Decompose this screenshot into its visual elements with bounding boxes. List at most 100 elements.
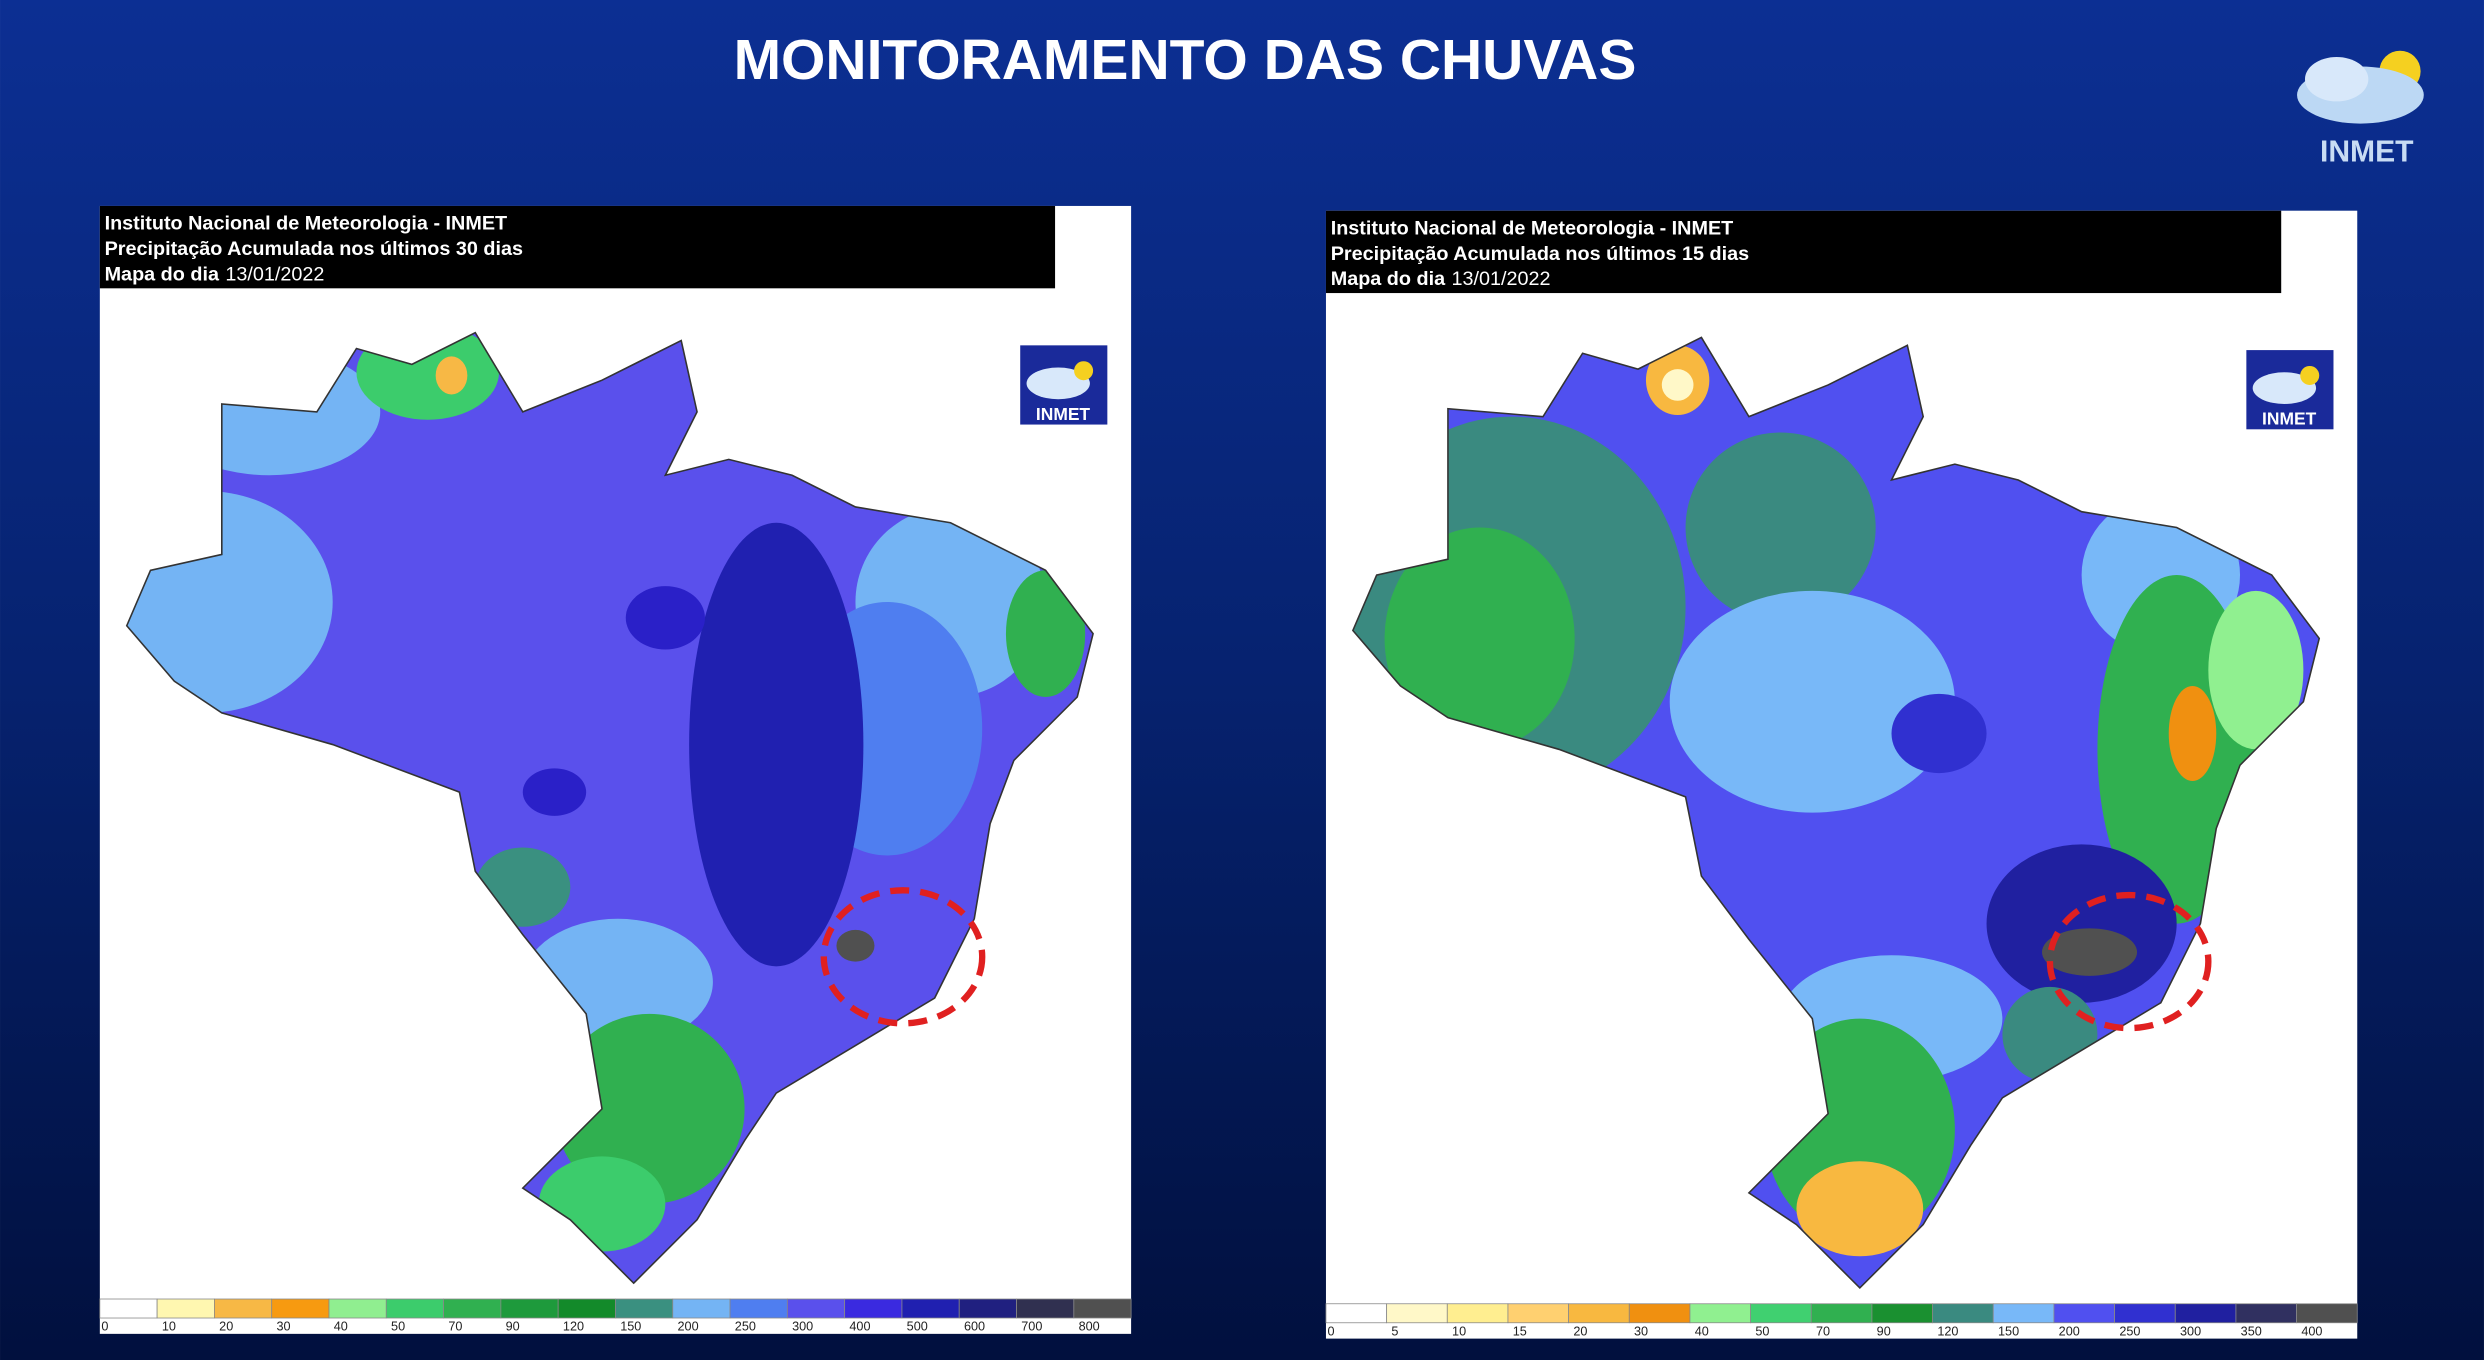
rain-zone: [2042, 928, 2138, 976]
legend-box: [2053, 1303, 2115, 1324]
date-label: Mapa do dia: [1331, 268, 1446, 290]
map-panel: Instituto Nacional de Meteorologia - INM…: [99, 205, 1132, 1334]
rain-zone: [2168, 685, 2217, 781]
legend-label: 40: [1695, 1324, 1709, 1338]
map-logo-text: INMET: [2262, 409, 2317, 429]
date-line: Mapa do dia 13/01/2022: [105, 263, 325, 285]
legend-box: [1507, 1303, 1570, 1324]
legend-box: [1992, 1303, 2055, 1324]
rain-zone: [522, 768, 587, 816]
legend-label: 250: [2119, 1324, 2140, 1338]
legend-label: 400: [2301, 1324, 2322, 1338]
legend-box: [615, 1298, 674, 1319]
region: [126, 332, 1094, 1284]
legend-box: [901, 1298, 960, 1319]
legend-box: [214, 1298, 273, 1319]
legend-label: 700: [1021, 1320, 1042, 1334]
header-line: Precipitação Acumulada nos últimos 30 di…: [105, 238, 523, 260]
legend-label: 40: [334, 1320, 348, 1334]
legend-label: 800: [1079, 1320, 1100, 1334]
legend-label: 150: [620, 1320, 641, 1334]
slide-title: MONITORAMENTO DAS CHUVAS: [734, 28, 1637, 92]
rain-zone: [836, 929, 875, 962]
rain-zone: [625, 586, 705, 650]
map-logo-sun: [2300, 365, 2320, 385]
legend-box: [385, 1298, 444, 1319]
legend-label: 200: [678, 1320, 699, 1334]
legend-label: 300: [2180, 1324, 2201, 1338]
legend-box: [1689, 1303, 1752, 1324]
legend-box: [2174, 1303, 2237, 1324]
legend-label: 10: [162, 1320, 176, 1334]
legend-box: [1628, 1303, 1691, 1324]
map-logo-cloud: [1026, 367, 1090, 400]
legend-box: [1932, 1303, 1994, 1324]
rain-zone: [1661, 369, 1694, 401]
country-outline: [125, 331, 1094, 1285]
highlight-circle: [820, 887, 986, 1027]
date-line: Mapa do dia 13/01/2022: [1331, 268, 1551, 290]
header-box: [1325, 210, 2282, 294]
legend-label: 250: [735, 1320, 756, 1334]
logo-text: INMET: [2320, 136, 2414, 169]
legend-box: [1073, 1298, 1132, 1319]
legend-box: [2296, 1303, 2358, 1324]
header-line: Precipitação Acumulada nos últimos 15 di…: [1331, 243, 1749, 265]
map-logo-cloud: [2252, 372, 2317, 404]
date-value: 13/01/2022: [1451, 268, 1550, 290]
legend-box: [1386, 1303, 1448, 1324]
country-outline: [1351, 336, 2321, 1290]
legend-label: 70: [448, 1320, 462, 1334]
legend-label: 200: [2059, 1324, 2080, 1338]
legend-label: 20: [219, 1320, 233, 1334]
legend-box: [672, 1298, 731, 1319]
slide-logo: INMET: [2297, 50, 2424, 169]
legend-label: 10: [1452, 1324, 1466, 1338]
legend-label: 120: [1937, 1324, 1958, 1338]
legend-box: [1810, 1303, 1873, 1324]
legend-label: 0: [1328, 1324, 1335, 1338]
legend-box: [557, 1298, 616, 1319]
legend-label: 20: [1573, 1324, 1587, 1338]
legend-label: 50: [1755, 1324, 1769, 1338]
map-panel: Instituto Nacional de Meteorologia - INM…: [1325, 210, 2358, 1339]
legend-label: 600: [964, 1320, 985, 1334]
rain-zone: [1669, 590, 1955, 813]
legend-box: [1750, 1303, 1812, 1324]
legend-box: [500, 1298, 559, 1319]
legend-label: 150: [1998, 1324, 2019, 1338]
legend-box: [271, 1298, 330, 1319]
rain-zone: [1891, 693, 1987, 774]
rain-zone: [1685, 432, 1876, 623]
legend-box: [156, 1298, 215, 1319]
legend-box: [99, 1298, 158, 1319]
legend-box: [1325, 1303, 1388, 1324]
legend-box: [2114, 1303, 2176, 1324]
date-label: Mapa do dia: [105, 263, 220, 285]
legend-label: 70: [1816, 1324, 1830, 1338]
legend-label: 50: [391, 1320, 405, 1334]
map-fill: [1352, 337, 2320, 1288]
rain-zone: [1005, 570, 1086, 698]
legend-label: 0: [101, 1320, 108, 1334]
legend-label: 90: [1877, 1324, 1891, 1338]
date-value: 13/01/2022: [225, 263, 324, 285]
rain-zone: [2208, 590, 2304, 750]
rain-zone: [1986, 844, 2177, 1003]
legend-box: [786, 1298, 846, 1319]
map-logo-text: INMET: [1036, 404, 1091, 424]
legend-box: [443, 1298, 502, 1319]
rain-zone: [1796, 1161, 1924, 1257]
legend-label: 5: [1391, 1324, 1398, 1338]
legend-box: [328, 1298, 387, 1319]
header-box: [99, 205, 1056, 289]
map-logo-sun: [1074, 361, 1094, 381]
legend-label: 400: [849, 1320, 870, 1334]
rain-zone: [435, 356, 468, 395]
legend-label: 30: [1634, 1324, 1648, 1338]
legend-label: 500: [907, 1320, 928, 1334]
rain-zone: [1384, 527, 1575, 750]
highlight-circle: [2046, 891, 2212, 1032]
